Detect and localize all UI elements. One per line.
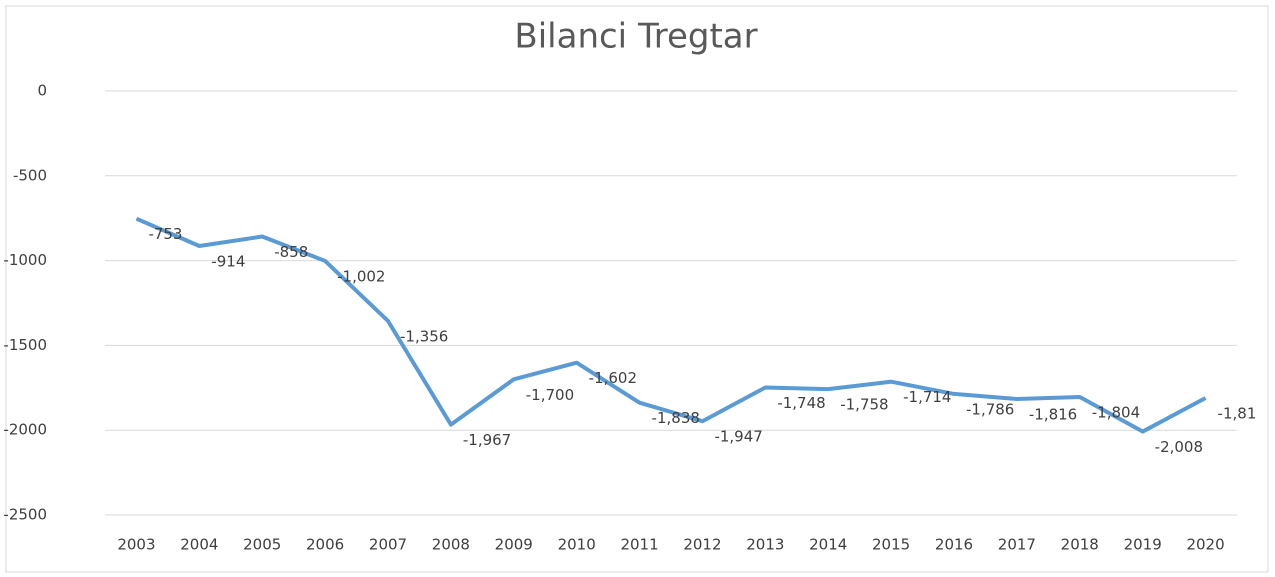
x-tick-label: 2003: [117, 536, 155, 554]
x-tick-label: 2010: [558, 536, 596, 554]
data-label: -1,947: [714, 428, 762, 446]
chart-title: Bilanci Tregtar: [514, 17, 757, 57]
data-label: -1,714: [903, 388, 951, 406]
data-label: -2,008: [1155, 438, 1203, 456]
x-tick-label: 2015: [872, 536, 910, 554]
data-label: -1,700: [526, 386, 574, 404]
x-tick-label: 2008: [432, 536, 470, 554]
data-label: -914: [211, 253, 245, 271]
data-label: -1,002: [337, 267, 385, 285]
x-tick-label: 2018: [1061, 536, 1099, 554]
x-tick-label: 2004: [180, 536, 218, 554]
data-label: -1,967: [463, 431, 511, 449]
data-label: -1,748: [777, 394, 825, 412]
x-tick-label: 2011: [620, 536, 658, 554]
y-tick-label: -1500: [3, 336, 47, 354]
data-label: -1,816: [1029, 405, 1077, 423]
data-label: -753: [148, 225, 182, 243]
data-line: [135, 216, 1207, 434]
y-tick-label: -1000: [3, 251, 47, 269]
data-label: -1,81: [1218, 404, 1257, 422]
x-tick-label: 2017: [998, 536, 1036, 554]
x-tick-label: 2016: [935, 536, 973, 554]
x-tick-label: 2013: [746, 536, 784, 554]
x-tick-label: 2012: [683, 536, 721, 554]
data-label: -1,786: [966, 400, 1014, 418]
x-tick-label: 2009: [495, 536, 533, 554]
chart-frame: [5, 5, 1269, 573]
y-tick-label: -2000: [3, 421, 47, 439]
x-tick-label: 2006: [306, 536, 344, 554]
x-tick-label: 2005: [243, 536, 281, 554]
x-tick-label: 2020: [1186, 536, 1224, 554]
data-label: -1,804: [1092, 403, 1140, 421]
data-label: -1,758: [840, 396, 888, 414]
x-tick-label: 2007: [369, 536, 407, 554]
data-label: -1,838: [652, 409, 700, 427]
y-tick-label: 0: [37, 82, 47, 100]
x-tick-label: 2014: [809, 536, 847, 554]
data-label: -1,356: [400, 327, 448, 345]
y-tick-label: -500: [13, 166, 47, 184]
y-tick-label: -2500: [3, 506, 47, 524]
data-label: -858: [274, 243, 308, 261]
data-label: -1,602: [589, 369, 637, 387]
x-tick-label: 2019: [1124, 536, 1162, 554]
